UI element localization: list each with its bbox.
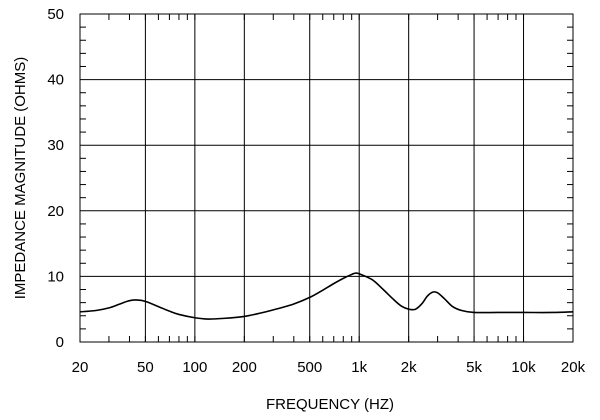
x-tick-label: 50 (137, 359, 154, 376)
x-axis-ticks: 20 50 100 200 500 1k 2k 5k 10k 20k (72, 359, 586, 376)
y-tick-label: 50 (47, 6, 64, 23)
y-tick-label: 10 (47, 268, 64, 285)
x-tick-label: 1k (351, 359, 367, 376)
y-axis-ticks: 0 10 20 30 40 50 (47, 6, 64, 351)
x-tick-label: 200 (232, 359, 257, 376)
y-tick-label: 0 (56, 334, 64, 351)
x-tick-label: 20 (72, 359, 89, 376)
impedance-curve (79, 272, 574, 320)
x-tick-label: 20k (561, 359, 586, 376)
series-layer (79, 272, 574, 320)
x-tick-label: 2k (401, 359, 417, 376)
grid-lines (79, 13, 574, 343)
y-tick-label: 30 (47, 137, 64, 154)
x-axis-title: FREQUENCY (HZ) (266, 396, 394, 413)
x-tick-label: 10k (511, 359, 536, 376)
x-tick-label: 100 (182, 359, 207, 376)
y-axis-title: IMPEDANCE MAGNITUDE (OHMS) (12, 57, 29, 300)
x-tick-label: 5k (466, 359, 482, 376)
plot-frame (79, 13, 574, 343)
x-tick-label: 500 (297, 359, 322, 376)
y-tick-label: 40 (47, 72, 64, 89)
y-tick-label: 20 (47, 203, 64, 220)
